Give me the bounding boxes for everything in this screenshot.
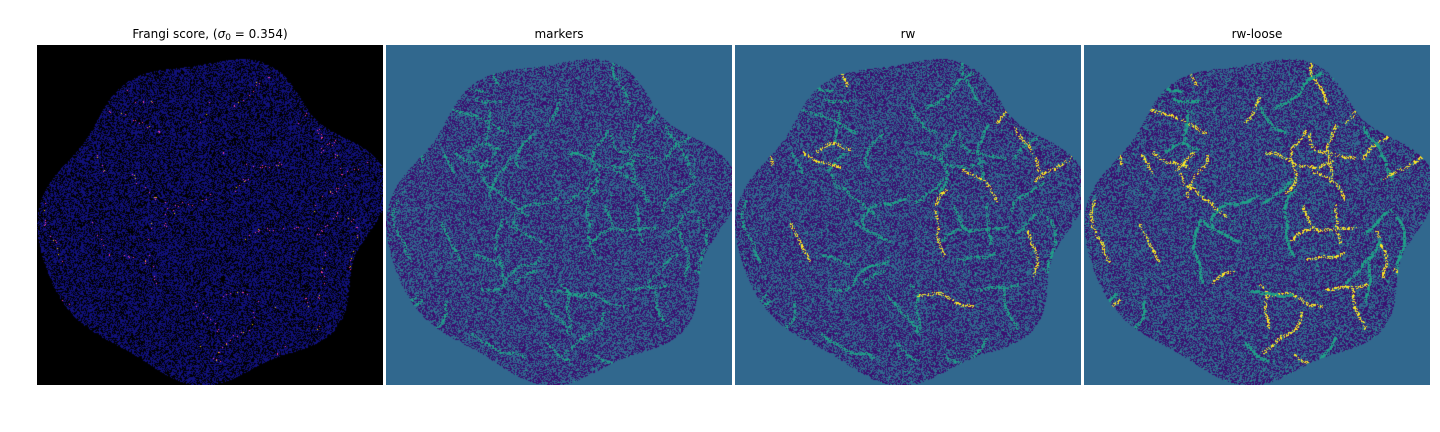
frangi-canvas (37, 45, 383, 385)
title-sub: 0 (225, 33, 231, 43)
panel-title-rw-loose: rw-loose (1231, 27, 1283, 41)
markers-image (386, 45, 732, 385)
title-sigma: σ (217, 27, 226, 41)
panel-title-frangi: Frangi score, (σ0 = 0.354) (37, 27, 383, 43)
panel-title-rw: rw (900, 27, 916, 41)
rw-image (735, 45, 1081, 385)
rw-loose-image (1084, 45, 1430, 385)
title-prefix: Frangi score, ( (132, 27, 218, 41)
panel-title-markers: markers (534, 27, 584, 41)
rw-canvas (735, 45, 1081, 385)
title-suffix: = 0.354) (230, 27, 288, 41)
rw-loose-canvas (1084, 45, 1430, 385)
frangi-score-image (37, 45, 383, 385)
markers-canvas (386, 45, 732, 385)
